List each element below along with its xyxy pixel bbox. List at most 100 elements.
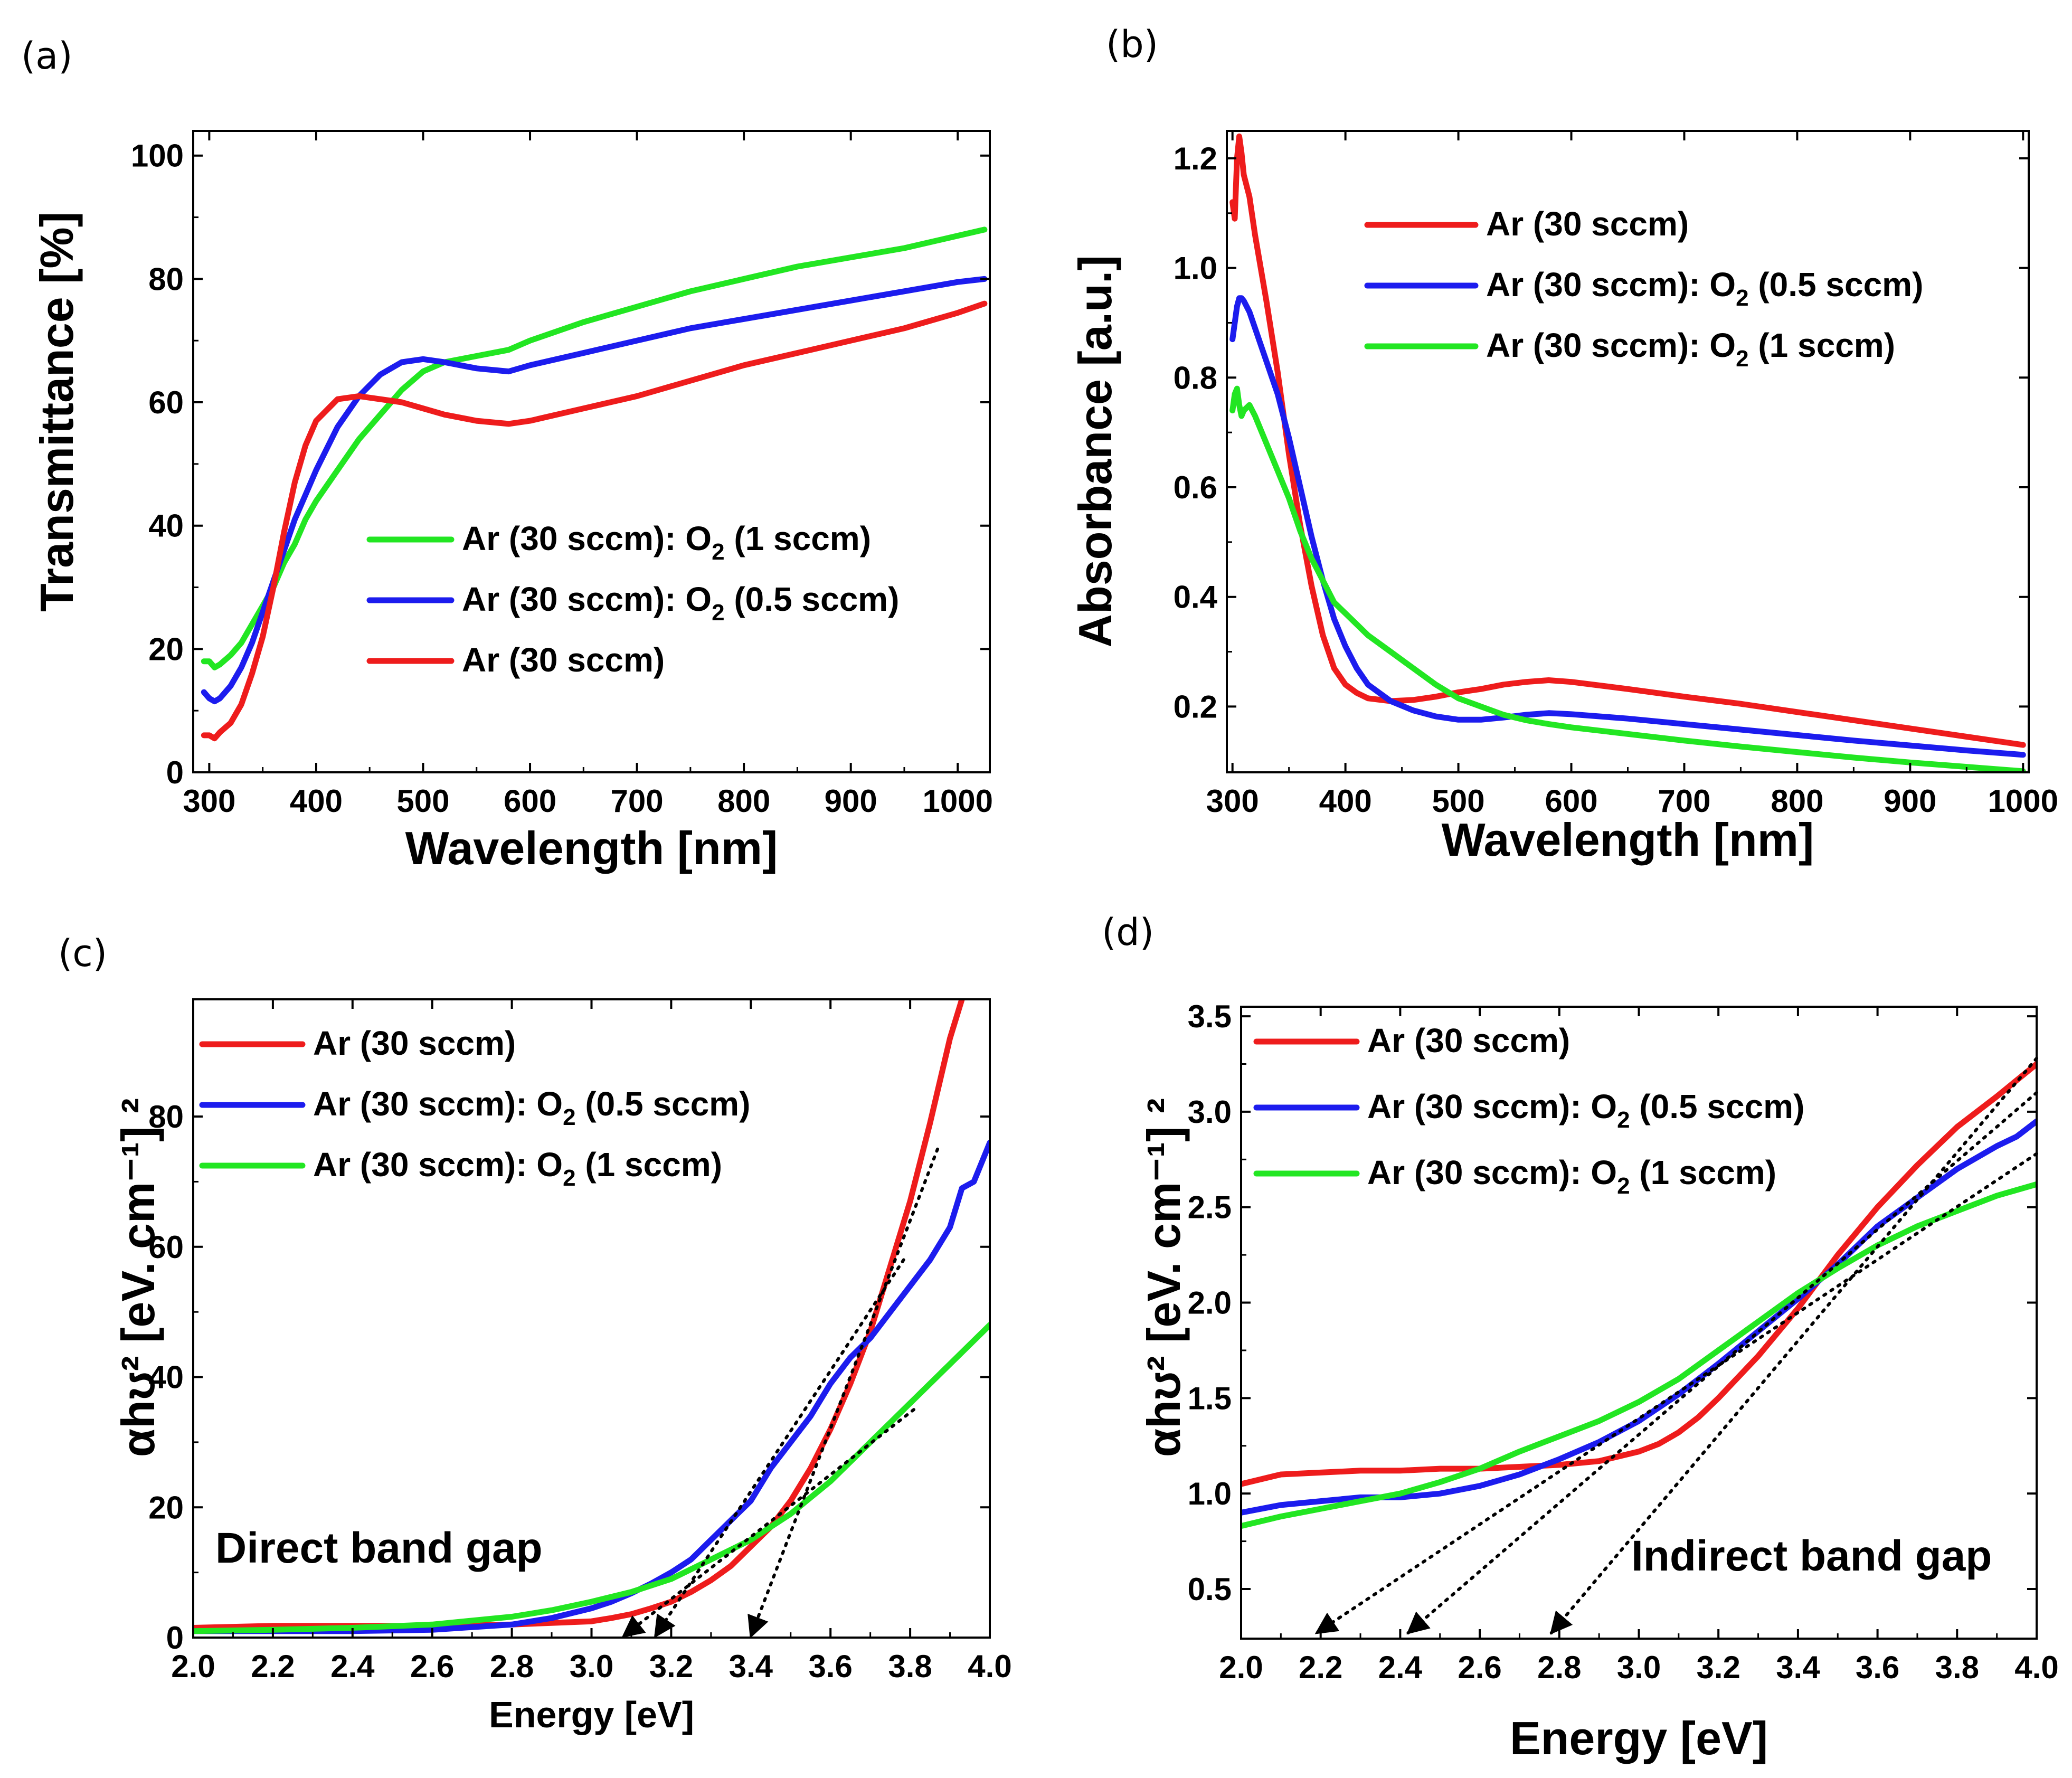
tangent-line-3: [1314, 1152, 2038, 1635]
x-tick-label: 3.8: [888, 1649, 932, 1684]
y-tick-label: 80: [148, 1099, 184, 1134]
x-tick-label: 600: [504, 783, 556, 819]
series-line-2: [1229, 295, 2026, 758]
legend-entry: Ar (30 sccm): [1367, 1022, 1570, 1060]
y-tick-label: 20: [148, 631, 184, 667]
y-tick-label: 40: [148, 508, 184, 544]
x-tick-label: 1000: [1988, 783, 2058, 819]
annotation: Direct band gap: [215, 1524, 543, 1572]
panel-b: (b) 300 400 500 600 700 800 900 1000 0.2 0.4 0.6 0.8…: [1069, 23, 2058, 866]
panel-a: (a) 300 400 500 600 700 800 900 1000 0 20 40 60 80 100…: [21, 34, 993, 874]
y-tick-label: 20: [148, 1490, 184, 1525]
legend-entry: Ar (30 sccm): [462, 641, 665, 679]
legend-entry: Ar (30 sccm): O2 (1 sccm): [313, 1146, 722, 1191]
x-tick-label: 2.2: [1299, 1650, 1342, 1685]
series-group: [1241, 1061, 2037, 1529]
x-tick-label: 4.0: [968, 1649, 1011, 1684]
tangent-line-3: [621, 1408, 916, 1638]
series-line-3: [201, 300, 988, 742]
tangent-line-2: [654, 1258, 905, 1639]
plot-frame: [192, 130, 991, 773]
panel-c: (c) 2.0 2.2 2.4 2.6 2.8 3.0 3.2 3.4 3.6 3.8 4.0 0 20 4…: [58, 932, 1012, 1735]
x-tick-label: 500: [1432, 783, 1485, 819]
series-line-3: [193, 1322, 990, 1634]
x-tick-label: 3.0: [1617, 1650, 1661, 1685]
panel-label: (b): [1106, 23, 1158, 66]
series-line-1: [1229, 133, 2026, 748]
series-line-1: [1241, 1061, 2037, 1487]
x-tick-label: 300: [183, 783, 235, 819]
x-tick-label: 3.2: [1696, 1650, 1740, 1685]
y-tick-label: 0.4: [1174, 580, 1218, 615]
y-tick-label: 3.0: [1188, 1094, 1232, 1130]
legend-entry: Ar (30 sccm): O2 (1 sccm): [1367, 1153, 1776, 1199]
y-tick-label: 1.2: [1174, 141, 1217, 176]
tangent-line-1: [748, 1147, 939, 1639]
x-tick-label: 3.4: [1776, 1650, 1820, 1685]
x-tick-label: 3.4: [729, 1649, 773, 1684]
panel-label: (d): [1102, 911, 1154, 954]
x-tick-label: 800: [1771, 783, 1823, 819]
y-tick-label: 0: [166, 1620, 184, 1656]
legend-entry: Ar (30 sccm): O2 (0.5 sccm): [1367, 1087, 1804, 1133]
x-tick-label: 1000: [922, 783, 992, 819]
x-tick-label: 600: [1545, 783, 1597, 819]
tangent-line-1: [1549, 1056, 2038, 1635]
y-axis-label: αhʊ² [eV. cm⁻¹] ²: [112, 1098, 164, 1457]
x-axis-label: Energy [eV]: [1510, 1712, 1768, 1764]
y-axis-label: αhʊ² [eV. cm⁻¹] ²: [1138, 1098, 1190, 1457]
legend-entry: Ar (30 sccm): O2 (1 sccm): [1486, 326, 1895, 372]
legend-entry: Ar (30 sccm): O2 (1 sccm): [462, 519, 871, 565]
y-tick-label: 40: [148, 1360, 184, 1395]
x-tick-label: 2.4: [330, 1649, 375, 1684]
y-tick-label: 80: [148, 261, 184, 297]
y-tick-label: 60: [148, 385, 184, 420]
x-tick-label: 2.0: [171, 1649, 215, 1684]
legend-entry: Ar (30 sccm): O2 (0.5 sccm): [1486, 266, 1923, 311]
x-tick-label: 500: [396, 783, 449, 819]
legend-entry: Ar (30 sccm): [1486, 205, 1689, 243]
y-tick-label: 2.5: [1188, 1190, 1232, 1225]
panel-d: (d) 2.0 2.2 2.4 2.6 2.8 3.0 3.2 3.4 3.6 3.8 4.0 0.5 1…: [1102, 911, 2059, 1764]
y-tick-label: 60: [148, 1230, 184, 1265]
legend-entry: Ar (30 sccm): O2 (0.5 sccm): [462, 580, 899, 626]
x-tick-label: 3.0: [570, 1649, 613, 1684]
y-tick-label: 3.5: [1188, 999, 1232, 1034]
y-tick-label: 0.2: [1174, 689, 1217, 724]
x-tick-label: 3.6: [1856, 1650, 1899, 1685]
panel-label: (c): [58, 932, 107, 975]
y-tick-label: 2.0: [1188, 1285, 1232, 1321]
series-line-1: [201, 226, 988, 670]
legend-entry: Ar (30 sccm): [313, 1024, 516, 1062]
y-tick-label: 0.5: [1188, 1572, 1232, 1607]
x-tick-label: 2.6: [410, 1649, 454, 1684]
x-tick-label: 900: [825, 783, 877, 819]
x-tick-label: 700: [1658, 783, 1710, 819]
x-tick-label: 300: [1206, 783, 1259, 819]
x-tick-label: 800: [717, 783, 770, 819]
x-tick-label: 3.6: [808, 1649, 852, 1684]
x-tick-label: 4.0: [2014, 1650, 2058, 1685]
series-line-2: [201, 276, 988, 705]
y-tick-label: 0: [166, 755, 184, 790]
series-group: [1229, 133, 2026, 772]
tangent-line-2: [1406, 1091, 2038, 1635]
x-tick-label: 2.0: [1219, 1650, 1263, 1685]
series-line-3: [1229, 385, 2026, 772]
y-tick-label: 0.8: [1174, 360, 1217, 395]
y-axis-label: Transmittance [%]: [31, 212, 83, 612]
y-axis-label: Absorbance [a.u.]: [1069, 255, 1121, 647]
series-line-2: [193, 1139, 990, 1634]
x-tick-label: 400: [1319, 783, 1372, 819]
series-group: [201, 226, 988, 742]
x-tick-label: 2.8: [490, 1649, 534, 1684]
x-tick-label: 400: [290, 783, 343, 819]
series-group: [193, 999, 990, 1634]
x-tick-label: 3.2: [649, 1649, 693, 1684]
x-tick-label: 2.4: [1378, 1650, 1423, 1685]
y-tick-label: 100: [131, 138, 184, 174]
x-tick-label: 2.6: [1458, 1650, 1501, 1685]
x-tick-label: 2.8: [1537, 1650, 1581, 1685]
annotation: Indirect band gap: [1631, 1532, 1992, 1580]
x-tick-label: 900: [1884, 783, 1936, 819]
